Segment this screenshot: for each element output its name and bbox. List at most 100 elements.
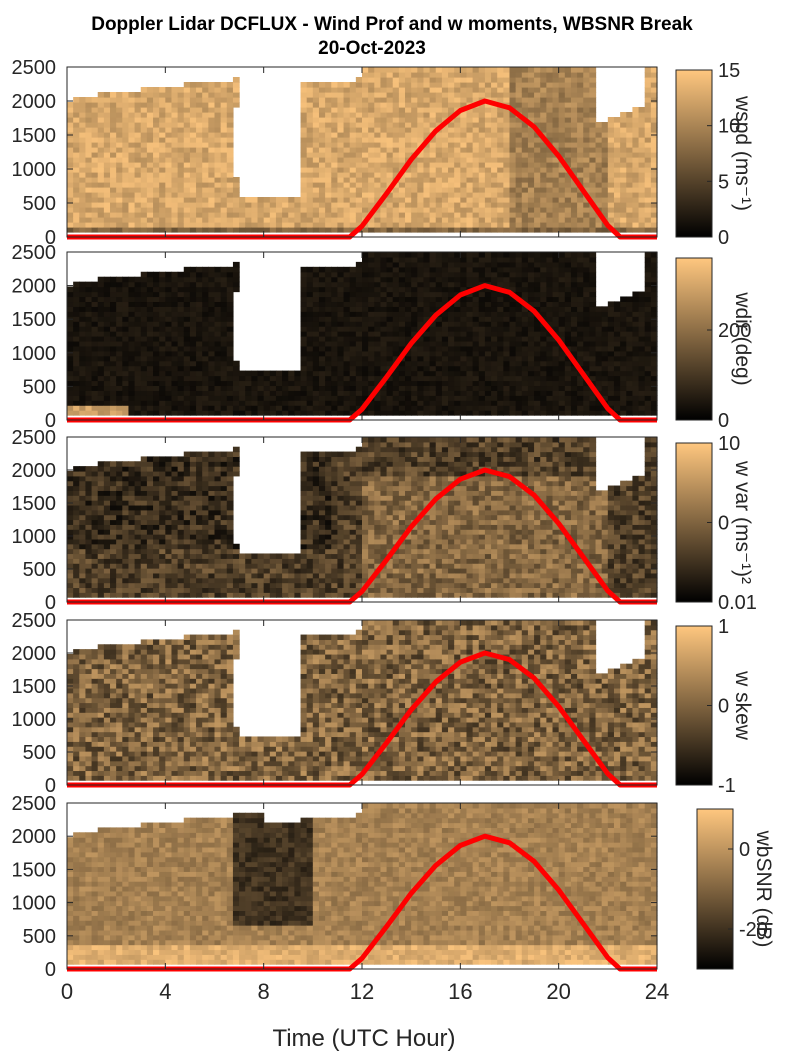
heatmap-cell [221,267,228,273]
heatmap-cell [171,132,178,138]
heatmap-cell [79,331,86,337]
heatmap-cell [423,157,430,163]
heatmap-cell [559,287,566,293]
heatmap-cell [171,137,178,143]
heatmap-cell [171,316,178,322]
heatmap-cell [110,361,117,367]
heatmap-cell [479,202,486,208]
heatmap-cell [510,306,517,312]
heatmap-cell [165,202,172,208]
heatmap-cell [92,152,99,158]
heatmap-cell [73,341,80,347]
heatmap-cell [208,157,215,163]
heatmap-cell [98,400,105,406]
heatmap-cell [540,102,547,108]
heatmap-cell [98,147,105,153]
heatmap-cell [79,107,86,113]
heatmap-cell [184,287,191,293]
heatmap-cell [141,117,148,123]
heatmap-cell [528,227,535,233]
heatmap-cell [313,207,320,213]
heatmap-cell [92,336,99,342]
heatmap-cell [178,311,185,317]
heatmap-cell [362,301,369,307]
heatmap-cell [466,137,473,143]
heatmap-cell [374,395,381,401]
heatmap-cell [128,157,135,163]
heatmap-cell [221,172,228,178]
heatmap-cell [423,351,430,357]
heatmap-cell [534,252,541,258]
heatmap-cell [423,122,430,128]
heatmap-cell [165,390,172,396]
heatmap-cell [301,87,308,93]
heatmap-cell [399,82,406,88]
heatmap-cell [399,202,406,208]
heatmap-cell [399,127,406,133]
heatmap-cell [399,376,406,382]
heatmap-cell [344,331,351,337]
heatmap-cell [190,366,197,372]
heatmap-cell [503,127,510,133]
heatmap-cell [380,147,387,153]
heatmap-cell [258,390,265,396]
heatmap-cell [639,192,646,198]
heatmap-cell [301,321,308,327]
heatmap-cell [362,252,369,258]
heatmap-cell [546,351,553,357]
heatmap-cell [221,361,228,367]
heatmap-cell [122,346,129,352]
heatmap-cell [92,182,99,188]
heatmap-cell [522,282,529,288]
heatmap-cell [67,356,74,362]
heatmap-cell [128,187,135,193]
heatmap-cell [528,157,535,163]
heatmap-cell [356,400,363,406]
heatmap-cell [282,197,289,203]
heatmap-cell [516,132,523,138]
heatmap-cell [399,380,406,386]
heatmap-cell [239,227,246,233]
heatmap-cell [479,182,486,188]
heatmap-cell [516,72,523,78]
heatmap-cell [522,87,529,93]
heatmap-cell [190,227,197,233]
heatmap-cell [362,311,369,317]
heatmap-cell [337,292,344,298]
heatmap-cell [485,272,492,278]
heatmap-cell [565,147,572,153]
heatmap-cell [294,376,301,382]
heatmap-cell [288,217,295,223]
heatmap-cell [128,227,135,233]
heatmap-cell [215,202,222,208]
heatmap-cell [565,112,572,118]
heatmap-cell [92,371,99,377]
heatmap-cell [510,127,517,133]
heatmap-cell [67,395,74,401]
heatmap-cell [67,371,74,377]
heatmap-cell [73,197,80,203]
heatmap-cell [171,390,178,396]
heatmap-cell [380,267,387,273]
heatmap-cell [553,390,560,396]
heatmap-cell [110,380,117,386]
heatmap-cell [430,77,437,83]
heatmap-cell [344,97,351,103]
heatmap-cell [577,217,584,223]
heatmap-cell [546,395,553,401]
heatmap-cell [165,112,172,118]
heatmap-cell [546,346,553,352]
heatmap-cell [350,376,357,382]
heatmap-cell [116,192,123,198]
heatmap-cell [165,351,172,357]
heatmap-cell [553,207,560,213]
heatmap-cell [608,147,615,153]
heatmap-cell [258,395,265,401]
heatmap-cell [159,122,166,128]
heatmap-cell [141,222,148,228]
heatmap-cell [331,172,338,178]
heatmap-cell [313,187,320,193]
heatmap-cell [460,390,467,396]
heatmap-cell [208,267,215,273]
heatmap-cell [258,222,265,228]
